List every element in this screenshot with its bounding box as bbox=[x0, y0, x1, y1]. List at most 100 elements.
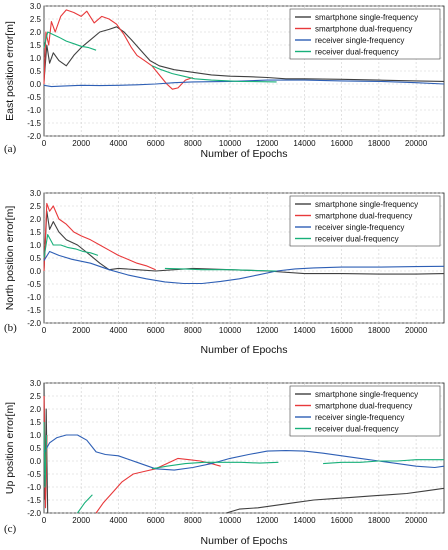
panel-label: (a) bbox=[4, 143, 17, 155]
x-tick-label: 2000 bbox=[72, 139, 90, 148]
y-tick-label: 3.0 bbox=[30, 379, 42, 388]
y-tick-label: 3.0 bbox=[30, 189, 42, 198]
y-tick-label: 2.0 bbox=[30, 28, 42, 37]
series-line-smartphone-single bbox=[43, 26, 445, 82]
x-tick-label: 14000 bbox=[293, 139, 316, 148]
legend-entry: smartphone dual-frequency bbox=[315, 212, 412, 221]
y-tick-label: 0.0 bbox=[30, 267, 42, 276]
x-tick-label: 18000 bbox=[368, 326, 391, 335]
x-tick-label: 4000 bbox=[110, 139, 128, 148]
x-tick-label: 12000 bbox=[256, 326, 279, 335]
y-axis-label: Up position error[m] bbox=[4, 402, 16, 494]
x-tick-label: 8000 bbox=[184, 326, 202, 335]
y-tick-label: 1.0 bbox=[30, 54, 42, 63]
x-tick-label: 10000 bbox=[219, 516, 242, 525]
x-tick-label: 6000 bbox=[147, 516, 165, 525]
y-tick-label: 0.5 bbox=[30, 254, 42, 263]
x-axis-label: Number of Epochs bbox=[201, 148, 288, 160]
legend-entry: smartphone dual-frequency bbox=[315, 402, 412, 411]
legend: smartphone single-frequency smartphone du… bbox=[289, 385, 441, 437]
y-tick-label: 2.5 bbox=[30, 392, 42, 401]
y-tick-label: 0.0 bbox=[30, 80, 42, 89]
x-tick-label: 20000 bbox=[405, 516, 428, 525]
series-line-receiver-single bbox=[43, 434, 445, 471]
x-tick-label: 20000 bbox=[405, 139, 428, 148]
x-axis-label: Number of Epochs bbox=[201, 344, 288, 356]
y-tick-label: 2.0 bbox=[30, 405, 42, 414]
x-tick-label: 8000 bbox=[184, 139, 202, 148]
y-tick-label: 1.5 bbox=[30, 228, 42, 237]
series-line-smartphone-single bbox=[43, 210, 445, 275]
y-tick-label: 2.5 bbox=[30, 202, 42, 211]
legend-entry: smartphone single-frequency bbox=[315, 200, 418, 209]
series-line-receiver-dual bbox=[43, 234, 277, 272]
x-tick-label: 10000 bbox=[219, 139, 242, 148]
x-tick-label: 14000 bbox=[293, 516, 316, 525]
chart-panel-2: 3.0 2.5 2.0 1.5 1.0 0.5 0.0 -0.5 -1.0 -1.5 -2.00 20… bbox=[4, 189, 445, 356]
legend-entry: smartphone single-frequency bbox=[315, 390, 418, 399]
series-line-receiver-dual bbox=[43, 31, 277, 83]
y-tick-label: -1.0 bbox=[27, 293, 41, 302]
y-tick-label: -1.5 bbox=[27, 306, 41, 315]
x-tick-label: 4000 bbox=[110, 516, 128, 525]
x-tick-label: 0 bbox=[42, 516, 47, 525]
x-tick-label: 0 bbox=[42, 326, 47, 335]
y-tick-label: 1.0 bbox=[30, 431, 42, 440]
series-line-receiver-dual bbox=[43, 421, 444, 514]
legend-entry: receiver single-frequency bbox=[315, 36, 404, 45]
x-tick-label: 6000 bbox=[147, 326, 165, 335]
series-line-smartphone-dual bbox=[43, 202, 156, 272]
y-tick-label: -1.0 bbox=[27, 483, 41, 492]
x-tick-label: 12000 bbox=[256, 139, 279, 148]
y-axis-label: East position error[m] bbox=[4, 21, 16, 121]
y-tick-label: -2.0 bbox=[27, 319, 41, 328]
chart-panel-1: 3.0 2.5 2.0 1.5 1.0 0.5 0.0 -0.5 -1.0 -1.5 -2.00 20… bbox=[4, 2, 445, 160]
y-tick-label: -2.0 bbox=[27, 509, 41, 518]
x-tick-label: 16000 bbox=[331, 326, 354, 335]
y-tick-label: -2.0 bbox=[27, 132, 41, 141]
legend-entry: receiver dual-frequency bbox=[315, 425, 399, 434]
y-tick-label: 3.0 bbox=[30, 2, 42, 11]
legend-entry: smartphone single-frequency bbox=[315, 13, 418, 22]
y-tick-label: -1.0 bbox=[27, 106, 41, 115]
x-tick-label: 6000 bbox=[147, 139, 165, 148]
legend-entry: receiver single-frequency bbox=[315, 413, 404, 422]
legend-entry: receiver dual-frequency bbox=[315, 235, 399, 244]
series-line-receiver-single bbox=[43, 250, 445, 285]
x-tick-label: 12000 bbox=[256, 516, 279, 525]
legend: smartphone single-frequency smartphone du… bbox=[289, 195, 441, 247]
x-axis-label: Number of Epochs bbox=[201, 535, 288, 547]
x-tick-label: 2000 bbox=[72, 326, 90, 335]
panel-label: (b) bbox=[4, 322, 17, 334]
y-tick-label: -0.5 bbox=[27, 470, 41, 479]
x-tick-label: 2000 bbox=[72, 516, 90, 525]
panel-label: (c) bbox=[4, 523, 17, 535]
legend-entry: smartphone dual-frequency bbox=[315, 25, 412, 34]
y-tick-label: 1.0 bbox=[30, 241, 42, 250]
series-line-smartphone-dual bbox=[43, 9, 193, 90]
x-tick-label: 10000 bbox=[219, 326, 242, 335]
y-tick-label: 2.5 bbox=[30, 15, 42, 24]
legend-box bbox=[289, 195, 441, 247]
y-tick-label: 1.5 bbox=[30, 41, 42, 50]
x-tick-label: 0 bbox=[42, 139, 47, 148]
legend: smartphone single-frequency smartphone du… bbox=[289, 8, 441, 60]
x-tick-label: 18000 bbox=[368, 516, 391, 525]
x-tick-label: 4000 bbox=[110, 326, 128, 335]
y-tick-label: -1.5 bbox=[27, 496, 41, 505]
y-tick-label: 0.5 bbox=[30, 444, 42, 453]
legend-entry: receiver dual-frequency bbox=[315, 48, 399, 57]
x-tick-label: 8000 bbox=[184, 516, 202, 525]
y-tick-label: -0.5 bbox=[27, 93, 41, 102]
series-line-receiver-single bbox=[43, 79, 445, 88]
chart-panel-3: 3.0 2.5 2.0 1.5 1.0 0.5 0.0 -0.5 -1.0 -1.5 -2.00 20… bbox=[4, 379, 445, 547]
x-tick-label: 16000 bbox=[331, 516, 354, 525]
y-tick-label: 1.5 bbox=[30, 418, 42, 427]
legend-box bbox=[289, 385, 441, 437]
legend-box bbox=[289, 8, 441, 60]
x-tick-label: 16000 bbox=[331, 139, 354, 148]
y-axis-label: North position error[m] bbox=[4, 206, 16, 311]
y-tick-label: 2.0 bbox=[30, 215, 42, 224]
x-tick-label: 14000 bbox=[293, 326, 316, 335]
